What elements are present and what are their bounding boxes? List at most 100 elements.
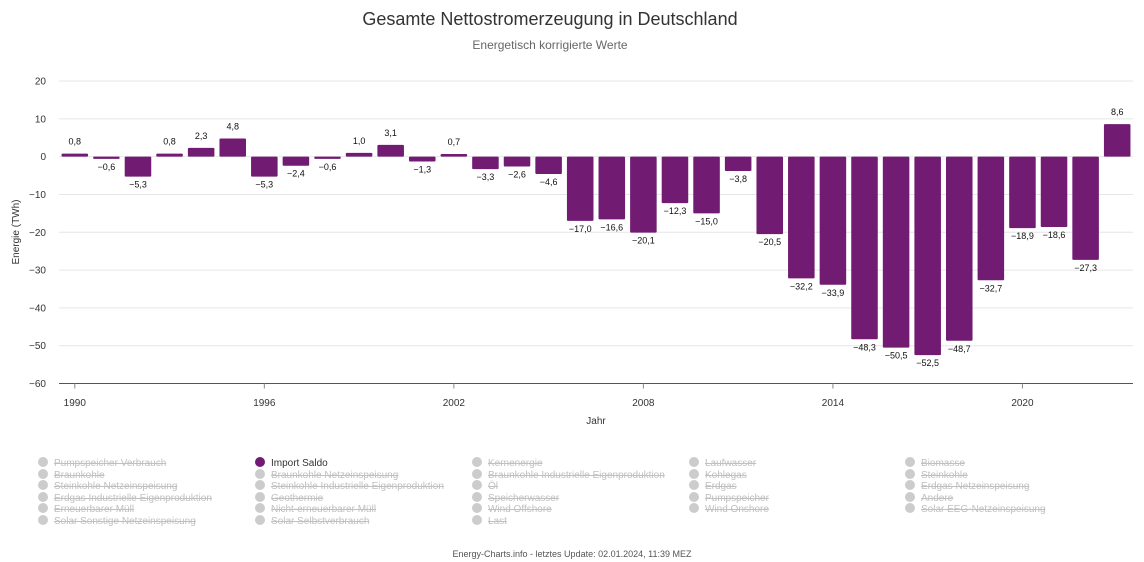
bar[interactable] bbox=[219, 138, 247, 157]
legend-item[interactable]: Solar Selbstverbrauch bbox=[255, 514, 444, 527]
legend-item[interactable]: Kohlegas bbox=[689, 468, 769, 481]
legend-item[interactable]: Import Saldo bbox=[255, 457, 444, 469]
legend-item-label: Solar Sonstige Netzeinspeisung bbox=[54, 515, 196, 527]
legend-item-label: Biomasse bbox=[921, 458, 965, 469]
y-tick-label: 10 bbox=[35, 114, 47, 125]
legend-item[interactable]: Pumpspeicher Verbrauch bbox=[38, 457, 212, 469]
bar[interactable] bbox=[124, 156, 152, 177]
legend-item[interactable]: Pumpspeicher bbox=[689, 491, 769, 504]
legend-item[interactable]: Braunkohle Netzeinspeisung bbox=[255, 468, 444, 481]
bar[interactable] bbox=[408, 156, 436, 162]
legend-item[interactable]: Steinkohle Industrielle Eigenproduktion bbox=[255, 480, 444, 492]
legend-item[interactable]: Öl bbox=[472, 480, 665, 492]
legend-item[interactable]: Speicherwasser bbox=[472, 491, 665, 504]
legend-item-label: Import Saldo bbox=[271, 458, 328, 469]
legend-dot-icon bbox=[905, 468, 915, 479]
bar[interactable] bbox=[1009, 156, 1036, 229]
data-label: −2,4 bbox=[287, 169, 305, 179]
legend-item[interactable]: Kernenergie bbox=[472, 457, 665, 469]
legend-item[interactable]: Biomasse bbox=[905, 457, 1046, 469]
legend-dot-icon bbox=[689, 457, 699, 467]
bar[interactable] bbox=[630, 156, 657, 233]
bar[interactable] bbox=[61, 153, 89, 157]
bar[interactable] bbox=[1040, 156, 1068, 227]
bar[interactable] bbox=[440, 153, 468, 157]
legend-item-label: Kernenergie bbox=[488, 458, 543, 469]
bar[interactable] bbox=[756, 156, 784, 235]
bar[interactable] bbox=[187, 147, 215, 157]
legend-item[interactable]: Last bbox=[472, 514, 665, 527]
bar[interactable] bbox=[914, 156, 941, 356]
data-label: 1,0 bbox=[353, 136, 366, 146]
bar[interactable] bbox=[251, 156, 278, 177]
legend-item-label: Nicht-erneuerbarer Müll bbox=[271, 504, 377, 516]
bar[interactable] bbox=[93, 156, 120, 159]
data-label: −50,5 bbox=[885, 351, 908, 361]
x-tick-label: 2020 bbox=[1011, 398, 1034, 409]
legend-item-label: Erdgas Netzeinspeisung bbox=[921, 481, 1030, 493]
legend-column: Pumpspeicher Verbrauch Braunkohle Steinkoh… bbox=[38, 457, 212, 527]
legend-item-label: Kohlegas bbox=[705, 469, 747, 481]
legend-dot-icon bbox=[38, 468, 48, 479]
legend-item[interactable]: Erdgas Netzeinspeisung bbox=[905, 480, 1046, 492]
bar[interactable] bbox=[566, 156, 594, 221]
data-label: −17,0 bbox=[569, 224, 592, 234]
legend-item[interactable]: Laufwasser bbox=[689, 457, 769, 469]
legend-item[interactable]: Erdgas bbox=[689, 480, 769, 492]
legend-dot-icon bbox=[255, 468, 265, 479]
data-label: −32,2 bbox=[790, 281, 813, 291]
legend-item[interactable]: Geothermie bbox=[255, 491, 444, 504]
data-label: −12,3 bbox=[664, 206, 687, 216]
legend-item[interactable]: Erneuerbarer Müll bbox=[38, 503, 212, 515]
legend-item[interactable]: Braunkohle Industrielle Eigenproduktion bbox=[472, 468, 665, 481]
legend-item[interactable]: Steinkohle bbox=[905, 468, 1046, 481]
data-labels: 0,8 −0,6 −5,3 0,8 2,3 4,8 −5,3 −2,4 −0,6 1,0 3,1 −1… bbox=[69, 107, 1124, 368]
bar[interactable] bbox=[882, 156, 910, 348]
bar[interactable] bbox=[977, 156, 1005, 281]
data-label: −4,6 bbox=[540, 177, 558, 187]
legend-dot-icon bbox=[689, 468, 699, 479]
bar[interactable] bbox=[661, 156, 689, 204]
legend-item[interactable]: Steinkohle Netzeinspeisung bbox=[38, 480, 212, 492]
data-label: −48,7 bbox=[948, 344, 971, 354]
bar[interactable] bbox=[598, 156, 626, 220]
legend-dot-icon bbox=[472, 491, 482, 502]
legend-item[interactable]: Braunkohle bbox=[38, 468, 212, 481]
legend-item[interactable]: Andere bbox=[905, 491, 1046, 504]
legend-item-label: Erdgas Industrielle Eigenproduktion bbox=[54, 492, 212, 504]
legend-item[interactable]: Nicht-erneuerbarer Müll bbox=[255, 503, 444, 515]
bar[interactable] bbox=[156, 153, 183, 157]
bar[interactable] bbox=[851, 156, 878, 340]
legend-item[interactable]: Solar EEG-Netzeinspeisung bbox=[905, 503, 1046, 515]
x-axis-title: Jahr bbox=[586, 416, 606, 427]
legend-item[interactable]: Solar Sonstige Netzeinspeisung bbox=[38, 514, 212, 527]
data-label: −2,6 bbox=[508, 169, 526, 179]
bar[interactable] bbox=[472, 156, 499, 170]
legend-item-label: Wind Onshore bbox=[705, 504, 769, 516]
data-label: 2,3 bbox=[195, 131, 208, 141]
bar[interactable] bbox=[724, 156, 752, 171]
legend-dot-icon bbox=[905, 480, 915, 491]
y-tick-label: −40 bbox=[29, 303, 46, 314]
bar[interactable] bbox=[282, 156, 310, 166]
legend-item-label: Braunkohle Netzeinspeisung bbox=[271, 469, 399, 481]
bar[interactable] bbox=[819, 156, 847, 285]
bar[interactable] bbox=[345, 152, 373, 157]
legend-item-label: Braunkohle Industrielle Eigenproduktion bbox=[488, 469, 665, 481]
legend-item[interactable]: Wind Onshore bbox=[689, 503, 769, 515]
bar[interactable] bbox=[1072, 156, 1099, 260]
x-tick-label: 1990 bbox=[64, 398, 87, 409]
bar[interactable] bbox=[535, 156, 562, 175]
legend-item[interactable]: Erdgas Industrielle Eigenproduktion bbox=[38, 491, 212, 504]
bar[interactable] bbox=[1103, 124, 1131, 157]
bar[interactable] bbox=[945, 156, 973, 341]
bar[interactable] bbox=[377, 144, 404, 157]
y-tick-label: −60 bbox=[29, 379, 46, 390]
legend-item[interactable]: Wind Offshore bbox=[472, 503, 665, 515]
bar[interactable] bbox=[788, 156, 815, 279]
bar[interactable] bbox=[693, 156, 720, 214]
legend-dot-icon bbox=[472, 468, 482, 479]
bar[interactable] bbox=[503, 156, 531, 167]
legend-dot-icon bbox=[255, 457, 265, 467]
bar[interactable] bbox=[314, 156, 341, 159]
